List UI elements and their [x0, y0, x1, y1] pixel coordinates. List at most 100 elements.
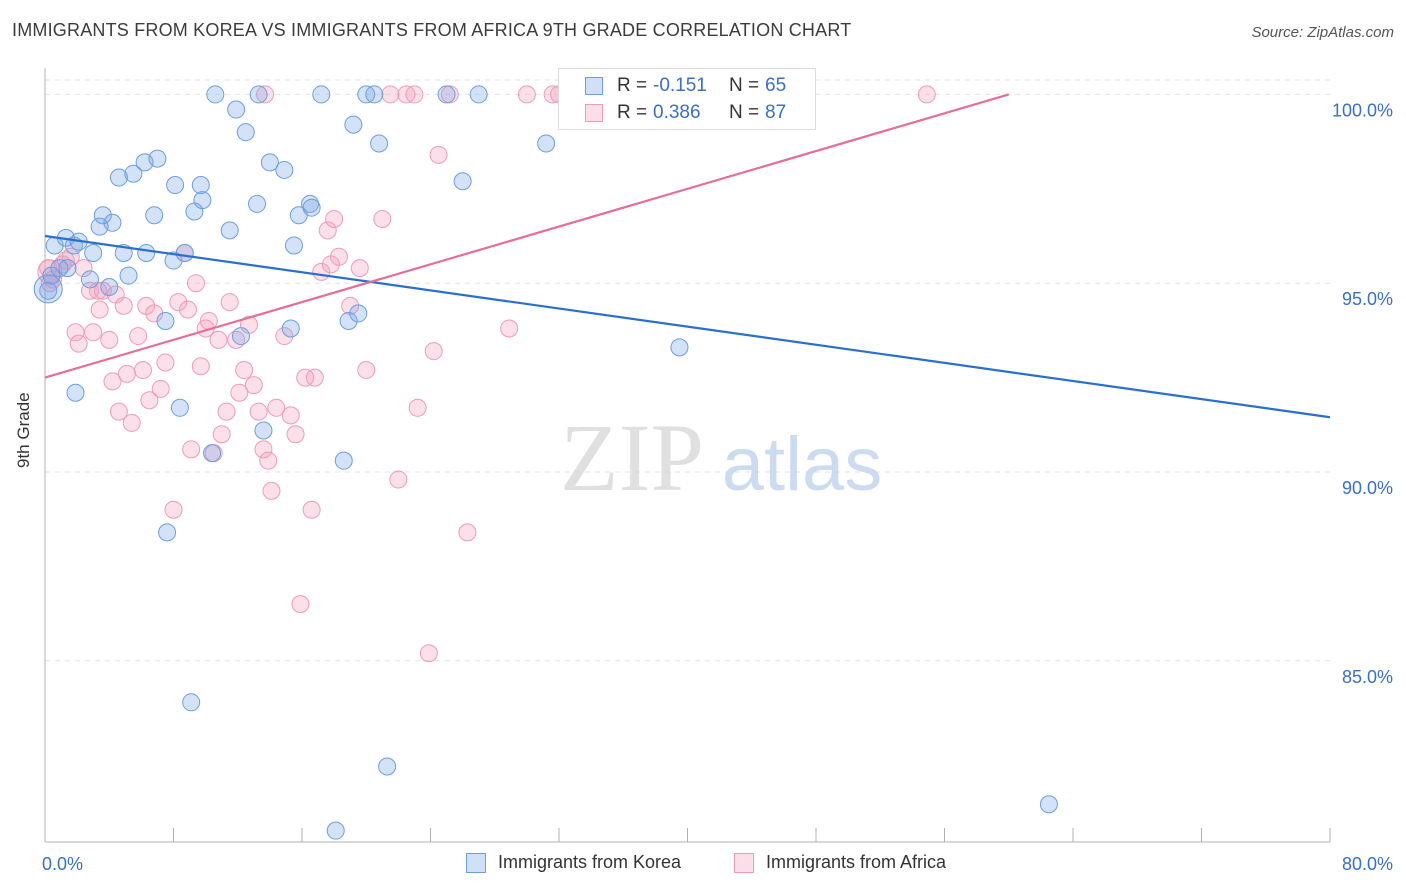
axes [44, 68, 1331, 843]
africa-point [256, 85, 275, 104]
korea-point [33, 274, 63, 304]
korea-point [137, 244, 156, 263]
series-africa-points [37, 85, 936, 663]
africa-point [90, 300, 109, 319]
korea-point [302, 198, 321, 217]
africa-point [357, 361, 376, 380]
africa-point [249, 402, 268, 421]
africa-point [169, 293, 188, 312]
africa-point [164, 500, 183, 519]
y-axis-label: 9th Grade [14, 392, 33, 468]
africa-r-value: 0.386 [653, 102, 701, 123]
africa-point [191, 357, 210, 376]
tick-labels: 85.0% 90.0% 95.0% 100.0% 0.0% 80.0% [42, 100, 1393, 874]
source-label: Source: ZipAtlas.com [1251, 24, 1394, 41]
africa-point [917, 85, 936, 104]
korea-point [80, 270, 99, 289]
korea-legend-icon [466, 853, 486, 873]
africa-point [230, 383, 249, 402]
africa-point [419, 644, 438, 663]
africa-point [381, 85, 400, 104]
korea-point [148, 149, 167, 168]
africa-point [61, 247, 80, 266]
korea-point [370, 134, 389, 153]
africa-point [103, 372, 122, 391]
africa-point [262, 481, 281, 500]
korea-point [66, 383, 85, 402]
y-tick-label: 85.0% [1342, 667, 1393, 687]
africa-point [329, 247, 348, 266]
africa-point [350, 259, 369, 278]
africa-n-value: 87 [765, 102, 787, 123]
africa-point [84, 323, 103, 342]
korea-point [100, 277, 119, 296]
africa-point [129, 327, 148, 346]
korea-point [334, 451, 353, 470]
africa-point [389, 470, 408, 489]
africa-point [267, 398, 286, 417]
korea-point [84, 244, 103, 263]
africa-r-label: R = [617, 102, 648, 123]
africa-point [114, 296, 133, 315]
korea-point [119, 266, 138, 285]
korea-point [670, 338, 689, 357]
africa-point [286, 425, 305, 444]
korea-point [193, 191, 212, 210]
africa-point [500, 319, 519, 338]
korea-point [39, 281, 58, 300]
korea-point [145, 206, 164, 225]
korea-point [166, 176, 185, 195]
korea-point [93, 206, 112, 225]
korea-point [260, 153, 279, 172]
korea-point [170, 398, 189, 417]
korea-r-label: R = [617, 75, 648, 96]
korea-n-value: 65 [765, 75, 787, 96]
africa-point [74, 259, 93, 278]
korea-legend-label: Immigrants from Korea [498, 852, 682, 872]
africa-point [182, 440, 201, 459]
korea-point [365, 85, 384, 104]
africa-point [305, 368, 324, 387]
korea-point [1039, 795, 1058, 814]
africa-point [517, 85, 536, 104]
africa-point [156, 353, 175, 372]
africa-point [133, 361, 152, 380]
africa-point [244, 376, 263, 395]
korea-point [124, 164, 143, 183]
africa-point [373, 210, 392, 229]
africa-point [408, 398, 427, 417]
africa-point [140, 391, 159, 410]
africa-point [458, 523, 477, 542]
korea-point [191, 176, 210, 195]
korea-point [254, 421, 273, 440]
africa-point [186, 274, 205, 293]
africa-point [69, 334, 88, 353]
korea-point [158, 523, 177, 542]
africa-point [296, 368, 315, 387]
korea-point [156, 311, 175, 330]
korea-point [537, 134, 556, 153]
africa-legend-icon [734, 853, 754, 873]
korea-swatch-icon [585, 77, 603, 95]
korea-point [453, 172, 472, 191]
korea-point [182, 693, 201, 712]
y-tick-label: 95.0% [1342, 289, 1393, 309]
africa-point [429, 145, 448, 164]
africa-point [117, 364, 136, 383]
korea-point [249, 85, 268, 104]
korea-trend-line [44, 234, 1331, 419]
africa-trend-line [44, 93, 1010, 379]
africa-point [281, 406, 300, 425]
x-tick-label-max: 80.0% [1342, 854, 1393, 874]
series-korea-points [33, 85, 1058, 840]
africa-point [66, 323, 85, 342]
korea-point [349, 304, 368, 323]
africa-point [275, 327, 294, 346]
africa-point [109, 402, 128, 421]
trend-lines [44, 93, 1331, 419]
korea-n-label: N = [729, 75, 760, 96]
africa-point [259, 451, 278, 470]
africa-point [235, 361, 254, 380]
korea-point [281, 319, 300, 338]
